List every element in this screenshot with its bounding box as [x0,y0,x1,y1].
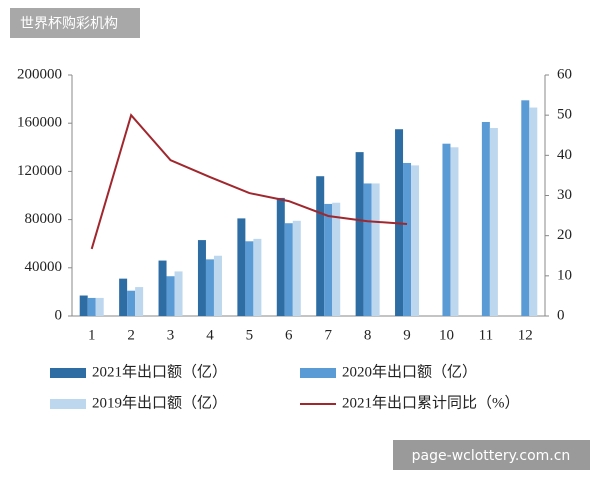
legend-label: 2021年出口额（亿） [92,363,227,380]
y-tick-label: 200000 [17,66,62,82]
y2-tick-label: 0 [557,307,565,323]
y-tick-label: 40000 [25,259,63,275]
bar [253,238,262,316]
bar [127,290,136,316]
bar [371,183,380,316]
y2-tick-label: 60 [557,66,572,82]
y2-tick-label: 50 [557,107,572,123]
y-tick-label: 80000 [25,211,63,227]
bar [166,276,175,316]
x-tick-label: 12 [518,327,533,343]
bar [332,202,341,316]
legend-label: 2019年出口额（亿） [92,394,227,411]
bar [135,287,144,316]
x-tick-label: 9 [403,327,411,343]
bar [158,260,167,316]
y-tick-label: 0 [55,307,63,323]
bar [411,165,420,316]
y2-tick-label: 40 [557,147,572,163]
legend-swatch [50,399,86,409]
watermark: page-wclottery.com.cn [412,448,571,464]
bar [355,152,364,316]
bar [237,218,246,316]
bar [489,128,498,316]
bar [316,176,325,316]
legend-swatch [300,368,336,378]
y-tick-label: 160000 [17,115,62,131]
y2-tick-label: 30 [557,187,572,203]
bar [87,297,96,316]
x-tick-label: 8 [364,327,372,343]
bar [205,259,214,316]
x-tick-label: 2 [127,327,135,343]
bar [174,271,183,316]
header-label: 世界杯购彩机构 [20,16,118,32]
x-tick-label: 11 [479,327,493,343]
x-tick-label: 5 [246,327,254,343]
bar [284,223,293,316]
bar [521,100,530,317]
legend-label: 2020年出口额（亿） [342,363,477,380]
bar [292,220,301,316]
bar [213,255,222,316]
x-tick-label: 3 [167,327,175,343]
x-tick-label: 6 [285,327,293,343]
x-tick-label: 4 [206,327,214,343]
x-tick-label: 7 [324,327,332,343]
y2-tick-label: 20 [557,227,572,243]
x-tick-label: 1 [88,327,96,343]
bar [245,241,254,316]
bar [276,197,285,316]
bar [119,278,128,316]
bar [529,107,538,316]
bar [442,143,451,316]
bar [403,162,412,316]
header-box [10,8,140,38]
y2-tick-label: 10 [557,267,572,283]
x-tick-label: 10 [439,327,454,343]
bar [95,297,104,316]
bar [79,295,88,316]
y-tick-label: 120000 [17,163,62,179]
bar [363,183,372,316]
bar [481,121,490,317]
bar [324,203,333,316]
legend-swatch [50,368,86,378]
watermark-box [393,440,590,470]
legend-label: 2021年出口累计同比（%） [342,394,520,411]
line [90,113,408,250]
bar [450,147,459,316]
bar [197,240,206,316]
